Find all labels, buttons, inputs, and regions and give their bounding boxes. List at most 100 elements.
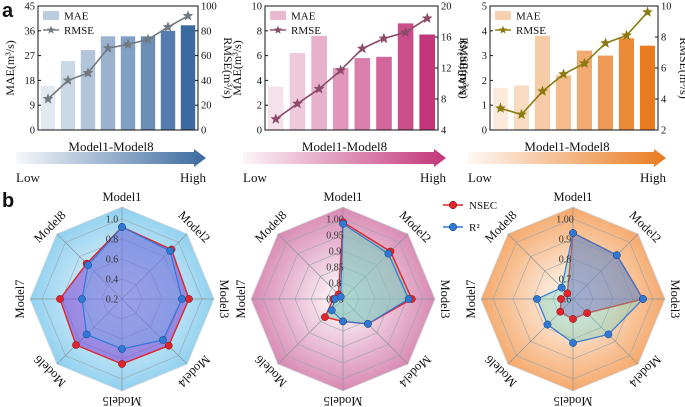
mae-bar: [354, 58, 371, 130]
arrow-low-label: Low: [243, 170, 267, 185]
y2-tick-label: 20: [441, 2, 452, 13]
radial-tick-label: 0.2: [106, 295, 119, 306]
y-tick-label: 8: [257, 26, 262, 37]
legend-swatch-mae: [270, 11, 286, 20]
mae-bar: [289, 53, 306, 130]
r2-marker: [78, 295, 86, 303]
legend-label-rmse: RMSE: [291, 25, 321, 37]
radar-axis-label: Model7: [464, 280, 478, 319]
panel-label-a: a: [2, 0, 14, 22]
legend-swatch-mae: [495, 11, 511, 20]
rmse-marker: [400, 26, 412, 38]
radar-chart-3: 0.60.70.80.91.00Model1Model2Model3Model4…: [464, 190, 682, 407]
radial-tick-label: 0.8: [106, 235, 119, 246]
r2-marker: [118, 223, 126, 231]
r2-marker: [364, 320, 372, 328]
legend-label-r2: R²: [469, 222, 480, 234]
radial-tick-label: 0.9: [329, 247, 342, 258]
r2-marker: [84, 261, 92, 269]
nsec-marker: [556, 307, 565, 316]
r2-marker: [404, 295, 413, 303]
y-tick-label: 6: [257, 51, 262, 62]
y-tick-label: 0: [30, 126, 35, 137]
rmse-marker: [42, 93, 54, 104]
nsec-marker: [164, 341, 173, 350]
y-tick-label: 1: [482, 101, 487, 112]
y2-tick-label: 40: [201, 76, 212, 87]
radial-tick-label: 1.00: [556, 215, 574, 226]
rmse-marker: [537, 85, 548, 96]
rmse-marker: [122, 38, 134, 50]
mae-bar: [100, 36, 116, 130]
radial-tick-label: 0.7: [559, 275, 572, 286]
rmse-marker: [182, 10, 194, 21]
radar-axis-label: Model3: [217, 280, 231, 319]
y-tick-label: 4: [482, 26, 488, 37]
radar-axis-label: Model7: [13, 280, 27, 319]
bar-line-chart-1: 0 9 18 27 36 45 0 20 40 60 80 100 MAE(m³/s) RMSE(m³/s…: [3, 2, 235, 186]
rmse-marker: [335, 64, 347, 75]
arrow-high-label: High: [180, 170, 207, 185]
y2-axis-label: RMSE(m³/s): [221, 37, 235, 99]
y2-tick-label: 6: [661, 64, 666, 75]
rmse-marker: [421, 12, 433, 24]
legend-label-rmse: RMSE: [516, 25, 546, 37]
rmse-marker: [291, 97, 303, 109]
radial-tick-label: 0.8: [329, 279, 342, 290]
mae-bar: [140, 36, 156, 130]
y2-axis-label: RMSE(m³/s): [677, 37, 685, 99]
radial-tick-label: 0.8: [559, 255, 572, 266]
panel-label-b: b: [2, 190, 14, 212]
rmse-marker: [356, 42, 368, 54]
y-tick-label: 4: [257, 76, 263, 87]
legend-label-mae: MAE: [516, 11, 541, 23]
radial-tick-label: 0.9: [559, 235, 572, 246]
mae-bar: [618, 38, 634, 131]
rmse-line: [500, 11, 649, 116]
y2-tick-label: 80: [201, 26, 212, 37]
rmse-marker: [621, 29, 632, 41]
y2-tick-label: 20: [201, 101, 212, 112]
r2-marker: [82, 330, 91, 339]
mae-bar: [419, 34, 435, 130]
legend-label-mae: MAE: [64, 11, 89, 23]
mae-bar: [534, 35, 550, 130]
y2-tick-label: 8: [661, 33, 666, 44]
radar-axis-label: Model7: [234, 280, 248, 319]
mae-bar: [597, 55, 613, 130]
y2-tick-label: 100: [201, 2, 217, 13]
y-tick-label: 9: [30, 101, 35, 112]
r2-marker: [543, 320, 552, 329]
legend-marker-rmse: [46, 25, 56, 34]
radar-axis-label: Model5: [554, 394, 593, 407]
radial-tick-label: 0.6: [106, 255, 119, 266]
radar-axis-label: Model5: [324, 394, 363, 407]
rmse-marker: [558, 68, 569, 79]
mae-bar: [160, 30, 176, 130]
arrow-high-label: High: [420, 170, 447, 185]
mae-bar: [397, 23, 414, 130]
nsec-marker: [321, 313, 329, 321]
nsec-marker: [569, 315, 577, 323]
rmse-marker: [270, 113, 282, 124]
r2-marker: [336, 292, 345, 301]
y-axis-label: MAE(m³/s): [230, 40, 244, 96]
radar-axis-label: Model1: [324, 190, 363, 204]
rmse-marker: [495, 102, 506, 113]
rmse-marker: [62, 74, 74, 86]
mae-bar: [120, 36, 136, 130]
nsec-marker: [557, 295, 565, 303]
rmse-marker: [82, 67, 94, 78]
y-tick-label: 2: [257, 101, 262, 112]
mae-bar: [576, 50, 592, 130]
y2-tick-label: 60: [201, 51, 212, 62]
radial-tick-label: 0.4: [106, 275, 119, 286]
mae-bar: [513, 85, 529, 130]
r2-marker: [159, 336, 167, 344]
mae-bar: [639, 45, 655, 131]
y-tick-label: 45: [25, 2, 36, 13]
arrow-label: Model1-Model8: [68, 139, 153, 154]
arrow-low-label: Low: [16, 170, 40, 185]
